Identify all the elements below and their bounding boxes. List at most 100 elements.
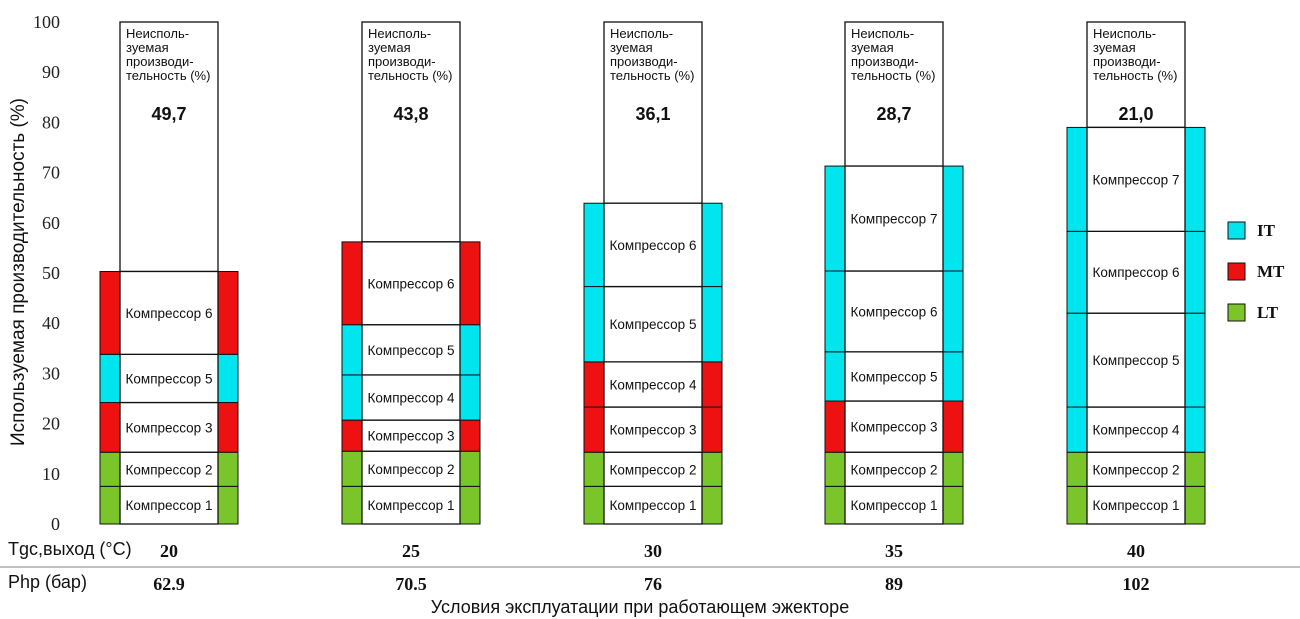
y-axis-label: Используемая производительность (%)	[8, 98, 29, 446]
unused-label-line: производи-	[368, 54, 436, 69]
segment-side-right-LT	[942, 485, 964, 525]
php-value: 89	[885, 574, 903, 594]
tgc-value: 25	[402, 541, 420, 561]
php-value: 70.5	[395, 574, 427, 594]
compressor-label: Компрессор 4	[610, 377, 697, 392]
segment-side-left-MT	[99, 402, 121, 453]
unused-label-line: Неисполь-	[126, 26, 189, 41]
compressor-segment	[1086, 485, 1186, 525]
segment-side-left-IT	[341, 374, 363, 421]
condition-rows: Tgc,выход (°C) Php (бар) 20 62.9 25 70.5 30 7…	[0, 539, 1300, 594]
compressor-segment	[1086, 312, 1186, 408]
compressor-label: Компрессор 7	[851, 212, 938, 227]
segment-side-left-IT	[824, 165, 846, 272]
compressor-segment	[844, 400, 944, 453]
segment-side-left-MT	[341, 241, 363, 326]
compressor-segment	[844, 165, 944, 272]
unused-label-line: Неисполь-	[368, 26, 431, 41]
y-tick-10: 10	[42, 464, 60, 484]
unused-label-line: производи-	[126, 54, 194, 69]
unused-capacity-box	[119, 21, 219, 273]
compressor-segment	[119, 401, 219, 453]
segment-side-right-LT	[459, 450, 481, 487]
unused-label-line: Неисполь-	[851, 26, 914, 41]
compressor-segment	[119, 270, 219, 355]
legend-swatch-MT	[1227, 262, 1246, 281]
segment-side-left-LT	[341, 450, 363, 487]
row-label-tgc: Tgc,выход (°C)	[8, 539, 132, 559]
legend-label-LT: LT	[1257, 303, 1279, 322]
segment-side-right-IT	[459, 324, 481, 376]
unused-capacity-value: 21,0	[1118, 104, 1153, 124]
compressor-label: Компрессор 2	[368, 462, 455, 477]
tgc-value: 35	[885, 541, 903, 561]
php-value: 76	[644, 574, 662, 594]
y-tick-90: 90	[42, 62, 60, 82]
legend-label-IT: IT	[1257, 221, 1276, 240]
unused-label-line: зуемая	[610, 40, 653, 55]
segment-side-left-IT	[99, 353, 121, 404]
compressor-segment	[361, 374, 461, 421]
segment-side-right-MT	[217, 402, 239, 453]
unused-capacity-value: 43,8	[393, 104, 428, 124]
legend: IT MT LT	[1227, 221, 1285, 322]
compressor-segment	[603, 485, 703, 525]
unused-label-line: тельность (%)	[368, 68, 452, 83]
compressor-label: Компрессор 5	[851, 369, 938, 384]
y-tick-30: 30	[42, 363, 60, 383]
unused-label-line: Неисполь-	[1093, 26, 1156, 41]
unused-label-line: тельность (%)	[851, 68, 935, 83]
segment-side-right-IT	[701, 286, 723, 363]
unused-label-line: производи-	[851, 54, 919, 69]
compressor-label: Компрессор 6	[126, 306, 213, 321]
segment-side-left-LT	[1066, 451, 1088, 487]
compressor-segment	[844, 451, 944, 487]
y-tick-70: 70	[42, 163, 60, 183]
segment-side-right-LT	[459, 485, 481, 525]
legend-label-MT: MT	[1257, 262, 1285, 281]
unused-label-line: тельность (%)	[610, 68, 694, 83]
segment-side-left-MT	[824, 400, 846, 453]
compressor-segment	[603, 406, 703, 453]
unused-label-line: зуемая	[368, 40, 411, 55]
segment-side-right-IT	[942, 270, 964, 353]
compressor-segment	[119, 353, 219, 404]
x-axis-label: Условия эксплуатации при работающем эжек…	[431, 597, 849, 617]
compressor-segment	[361, 324, 461, 376]
unused-label-line: тельность (%)	[126, 68, 210, 83]
compressor-label: Компрессор 3	[610, 423, 697, 438]
compressor-segment	[1086, 451, 1186, 487]
compressor-label: Компрессор 6	[610, 238, 697, 253]
y-tick-20: 20	[42, 414, 60, 434]
compressor-label: Компрессор 1	[126, 498, 213, 513]
compressor-label: Компрессор 1	[368, 498, 455, 513]
compressor-segment	[361, 419, 461, 452]
segment-side-right-IT	[459, 374, 481, 421]
compressor-label: Компрессор 2	[126, 462, 213, 477]
segment-side-right-MT	[459, 419, 481, 452]
compressor-segment	[603, 361, 703, 408]
segment-side-right-LT	[942, 451, 964, 487]
segment-side-left-LT	[99, 485, 121, 525]
segment-side-right-IT	[217, 353, 239, 404]
unused-capacity-value: 49,7	[151, 104, 186, 124]
row-label-php: Php (бар)	[8, 572, 87, 592]
segment-side-left-IT	[1066, 312, 1088, 408]
y-tick-100: 100	[33, 12, 60, 32]
unused-label-line: производи-	[610, 54, 678, 69]
compressor-label: Компрессор 4	[1093, 423, 1180, 438]
segment-side-right-LT	[1184, 451, 1206, 487]
compressor-label: Компрессор 2	[1093, 462, 1180, 477]
tgc-value: 40	[1127, 541, 1145, 561]
y-tick-50: 50	[42, 263, 60, 283]
compressor-label: Компрессор 1	[851, 498, 938, 513]
compressor-segment	[603, 285, 703, 363]
compressor-segment	[844, 351, 944, 402]
y-tick-80: 80	[42, 112, 60, 132]
php-value: 102	[1123, 574, 1150, 594]
php-value: 62.9	[153, 574, 185, 594]
